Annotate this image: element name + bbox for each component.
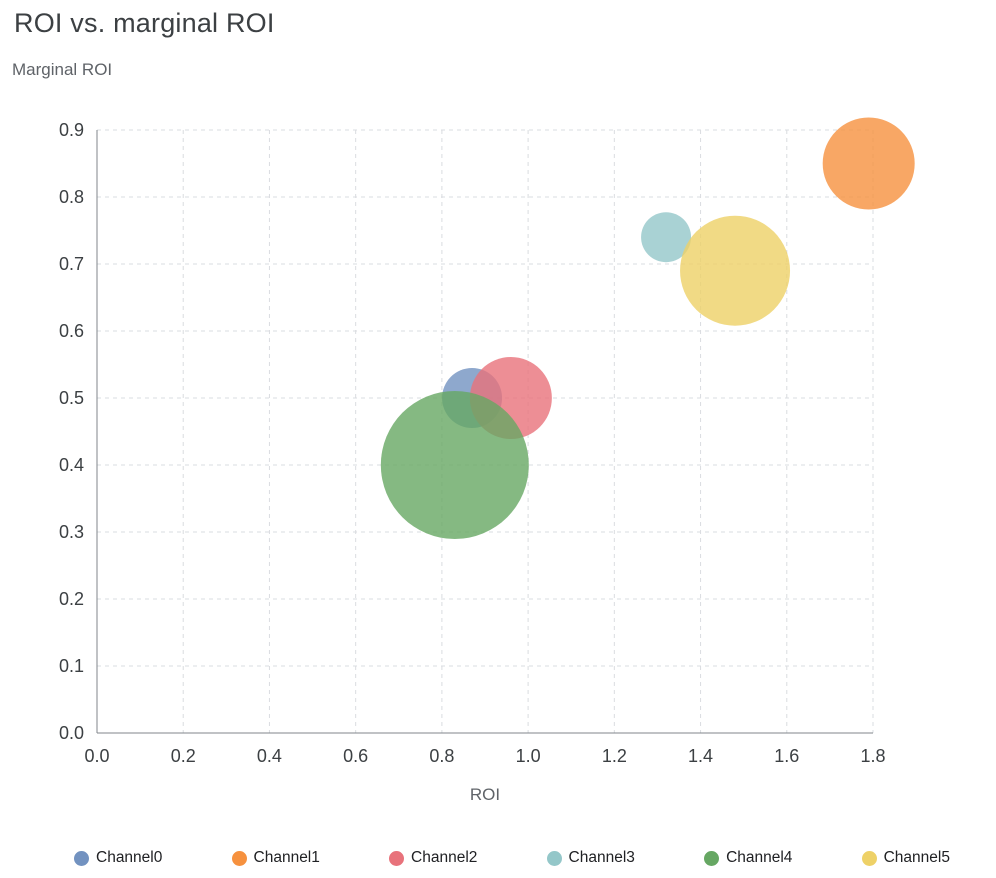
legend-dot xyxy=(861,850,877,866)
y-tick-label: 0.9 xyxy=(59,120,84,140)
legend-label: Channel1 xyxy=(253,849,320,866)
legend-dot xyxy=(74,850,89,866)
x-tick-label: 0.6 xyxy=(343,746,368,766)
legend-dot xyxy=(389,850,405,866)
x-tick-label: 0.8 xyxy=(429,746,454,766)
y-tick-label: 0.7 xyxy=(59,254,84,274)
legend-label: Channel5 xyxy=(883,849,950,866)
legend-item-channel0[interactable]: Channel0 xyxy=(74,849,162,867)
bubble-channel1[interactable] xyxy=(822,117,915,210)
x-tick-label: 1.0 xyxy=(516,746,541,766)
legend-item-channel1[interactable]: Channel1 xyxy=(231,849,320,867)
legend-label: Channel2 xyxy=(411,849,478,866)
legend-item-channel5[interactable]: Channel5 xyxy=(861,849,950,867)
legend-dot xyxy=(704,850,720,866)
x-tick-label: 1.4 xyxy=(688,746,713,766)
y-tick-label: 0.5 xyxy=(59,388,84,408)
y-tick-label: 0.8 xyxy=(59,187,84,207)
x-tick-label: 1.6 xyxy=(774,746,799,766)
y-axis-title: Marginal ROI xyxy=(12,60,113,79)
axes xyxy=(96,130,873,734)
legend-label: Channel0 xyxy=(96,849,163,866)
legend-item-channel4[interactable]: Channel4 xyxy=(704,849,792,867)
y-tick-label: 0.1 xyxy=(59,656,84,676)
x-tick-label: 0.4 xyxy=(257,746,282,766)
legend-item-channel3[interactable]: Channel3 xyxy=(546,849,635,867)
legend-label: Channel4 xyxy=(726,849,793,866)
bubble-channel4[interactable] xyxy=(380,391,529,539)
y-tick-label: 0.4 xyxy=(59,455,84,475)
legend-dot xyxy=(231,850,247,866)
chart-legend: Channel0 Channel1 Channel2 Channel3 Channel4… xyxy=(74,843,950,873)
x-tick-label: 0.2 xyxy=(171,746,196,766)
y-tick-label: 0.2 xyxy=(59,589,84,609)
bubbles xyxy=(380,117,915,539)
bubble-channel5[interactable] xyxy=(680,215,791,326)
gridlines xyxy=(97,129,874,733)
legend-dot xyxy=(546,850,562,866)
tick-labels: 0.0 0.2 0.4 0.6 0.8 1.0 1.2 1.4 1.6 1.8 0.0 0.1 0.2 0… xyxy=(59,120,886,766)
chart-title: ROI vs. marginal ROI xyxy=(14,8,275,38)
y-tick-label: 0.3 xyxy=(59,522,84,542)
x-tick-label: 0.0 xyxy=(84,746,109,766)
x-axis-title: ROI xyxy=(469,785,501,804)
legend-label: Channel3 xyxy=(568,849,635,866)
bubble-channel3[interactable] xyxy=(641,212,692,263)
legend-item-channel2[interactable]: Channel2 xyxy=(389,849,477,867)
y-tick-label: 0.0 xyxy=(59,723,84,743)
x-tick-label: 1.2 xyxy=(602,746,627,766)
y-tick-label: 0.6 xyxy=(59,321,84,341)
x-tick-label: 1.8 xyxy=(860,746,885,766)
